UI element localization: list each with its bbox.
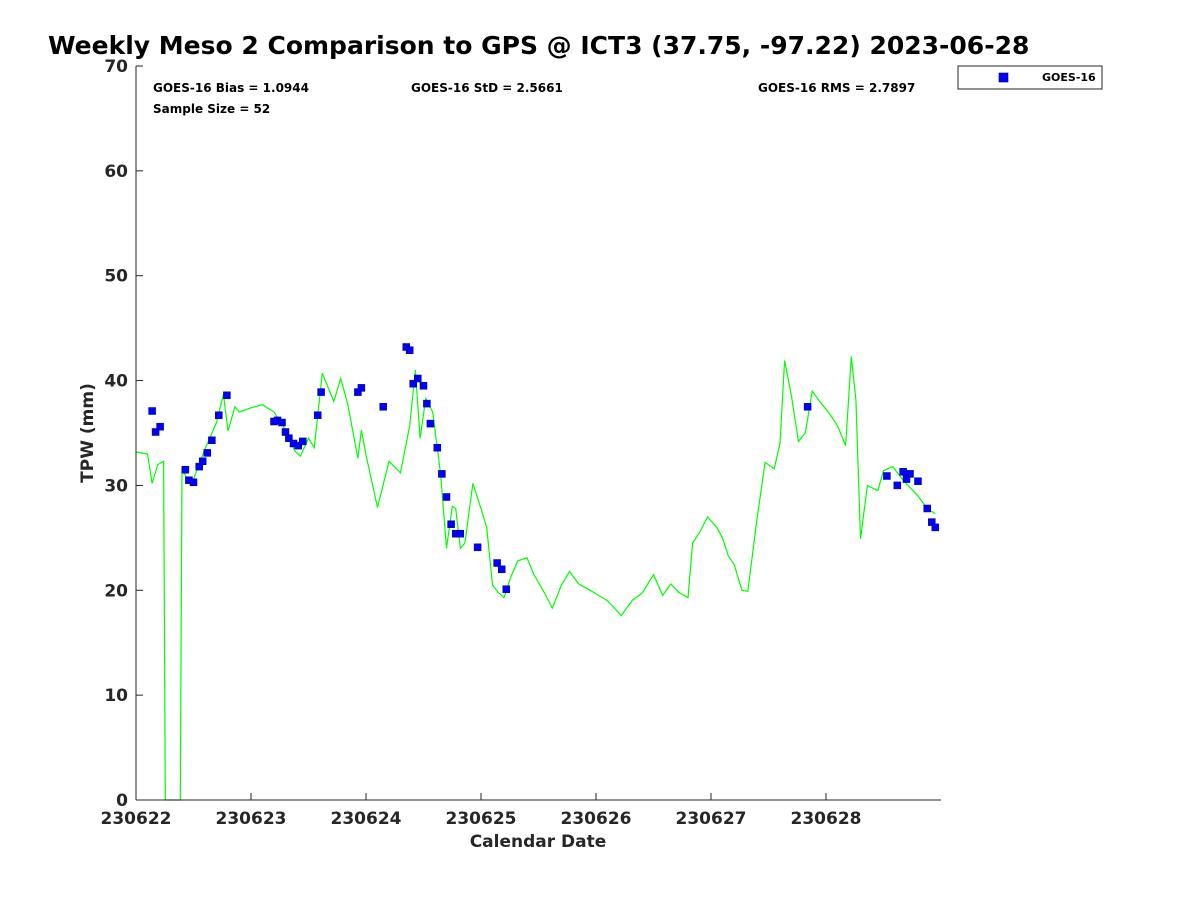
goes-16-point xyxy=(299,437,307,446)
goes-16-point xyxy=(215,411,223,419)
y-tick-label: 10 xyxy=(104,686,128,706)
x-tick-label: 230623 xyxy=(216,809,287,829)
goes-16-point xyxy=(493,559,501,567)
y-axis-label: TPW (mm) xyxy=(78,383,98,483)
y-tick-label: 70 xyxy=(104,57,128,77)
goes-16-point xyxy=(223,391,231,400)
y-tick-label: 40 xyxy=(104,372,128,392)
goes-16-point xyxy=(899,468,907,476)
y-tick-label: 30 xyxy=(104,476,128,496)
goes-16-point xyxy=(156,422,164,431)
chart-title: Weekly Meso 2 Comparison to GPS @ ICT3 (… xyxy=(48,31,1029,60)
x-tick-label: 230624 xyxy=(331,809,402,829)
rms-stat: GOES-16 RMS = 2.7897 xyxy=(758,81,915,95)
goes-16-point xyxy=(151,428,160,436)
x-axis-label: Calendar Date xyxy=(470,832,607,852)
y-tick-label: 0 xyxy=(116,791,128,811)
goes-16-point xyxy=(906,470,914,478)
goes-16-point xyxy=(181,465,190,474)
goes-16-point xyxy=(294,441,302,450)
goes-16-point xyxy=(414,374,422,383)
goes-16-point xyxy=(189,478,198,487)
goes-16-point xyxy=(803,403,812,411)
y-tick-label: 50 xyxy=(104,267,128,287)
bias-stat: GOES-16 Bias = 1.0944 xyxy=(153,81,309,95)
goes-16-point xyxy=(442,493,451,501)
goes-16-point xyxy=(313,411,322,419)
goes-16-point xyxy=(447,520,455,528)
gps-tpw-line xyxy=(135,356,936,801)
y-tick-label: 60 xyxy=(104,162,128,182)
goes-16-point xyxy=(198,457,207,466)
legend-box xyxy=(957,65,1103,90)
goes-16-point xyxy=(914,477,922,485)
x-tick-label: 230628 xyxy=(791,809,862,829)
goes-16-point xyxy=(357,384,366,392)
goes-16-point xyxy=(438,470,446,478)
x-tick-label: 230622 xyxy=(101,809,172,829)
goes-16-point xyxy=(502,585,511,593)
goes-16-point xyxy=(931,523,940,532)
x-tick-label: 230626 xyxy=(561,809,632,829)
goes-16-point xyxy=(148,407,156,415)
goes-16-point xyxy=(497,565,506,574)
x-tick-label: 230627 xyxy=(676,809,747,829)
sample-size-stat: Sample Size = 52 xyxy=(153,102,270,116)
x-tick-label: 230625 xyxy=(446,809,517,829)
goes-16-point xyxy=(893,481,902,490)
goes-16-point xyxy=(409,379,417,388)
stats-annotations: GOES-16 Bias = 1.0944 GOES-16 StD = 2.56… xyxy=(153,81,915,116)
std-stat: GOES-16 StD = 2.5661 xyxy=(411,81,563,95)
goes-16-point xyxy=(923,504,931,513)
goes-16-point xyxy=(285,434,293,442)
goes-16-point xyxy=(883,472,891,480)
legend: GOES-16 xyxy=(957,65,1103,90)
legend-label-goes-16: GOES-16 xyxy=(1042,71,1096,84)
goes-16-point xyxy=(456,529,465,538)
goes-16-point xyxy=(379,403,387,411)
goes-16-point xyxy=(405,346,414,354)
goes-16-point xyxy=(203,449,212,457)
goes-16-point xyxy=(317,388,325,396)
axes: 0 10 20 30 40 50 60 70 230622 230623 230624 230625 2… xyxy=(101,57,941,829)
gps-series xyxy=(135,356,936,801)
goes-16-point xyxy=(423,399,431,408)
goes-16-point xyxy=(433,443,442,452)
plot-area: 0 10 20 30 40 50 60 70 230622 230623 230624 230625 2… xyxy=(101,57,941,829)
goes-16-point xyxy=(473,543,482,552)
goes-16-point xyxy=(419,382,428,390)
y-tick-label: 20 xyxy=(104,581,128,601)
goes-16-point xyxy=(278,418,286,427)
legend-marker-goes-16 xyxy=(998,72,1009,83)
goes-16-series xyxy=(148,343,940,593)
goes-16-point xyxy=(208,436,216,445)
goes-16-point xyxy=(426,419,435,428)
